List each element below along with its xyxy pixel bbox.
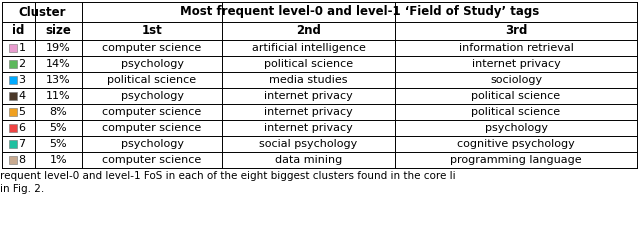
Text: political science: political science (472, 91, 561, 101)
Text: sociology: sociology (490, 75, 542, 85)
Text: psychology: psychology (484, 123, 547, 133)
Text: social psychology: social psychology (259, 139, 358, 149)
Text: 11%: 11% (46, 91, 71, 101)
Text: internet privacy: internet privacy (264, 107, 353, 117)
Text: 3: 3 (19, 75, 26, 85)
Text: cognitive psychology: cognitive psychology (457, 139, 575, 149)
Bar (9, 108, 17, 116)
Text: 5: 5 (19, 107, 26, 117)
Text: 8%: 8% (50, 107, 67, 117)
Bar (9, 92, 17, 100)
Text: 4: 4 (19, 91, 26, 101)
Bar (9, 60, 17, 68)
Text: 2: 2 (19, 59, 26, 69)
Text: Cluster: Cluster (19, 5, 66, 19)
Text: psychology: psychology (120, 59, 184, 69)
Bar (9, 140, 17, 148)
Text: internet privacy: internet privacy (264, 123, 353, 133)
Text: 1: 1 (19, 43, 26, 53)
Text: political science: political science (108, 75, 196, 85)
Text: in Fig. 2.: in Fig. 2. (0, 184, 44, 194)
Text: 8: 8 (19, 155, 26, 165)
Text: computer science: computer science (102, 107, 202, 117)
Text: media studies: media studies (269, 75, 348, 85)
Text: 3rd: 3rd (505, 25, 527, 38)
Text: size: size (45, 25, 72, 38)
Text: 19%: 19% (46, 43, 71, 53)
Text: computer science: computer science (102, 43, 202, 53)
Text: artificial intelligence: artificial intelligence (252, 43, 365, 53)
Text: Most frequent level-0 and level-1 ‘Field of Study’ tags: Most frequent level-0 and level-1 ‘Field… (180, 5, 539, 19)
Text: computer science: computer science (102, 123, 202, 133)
Bar (9, 124, 17, 132)
Text: 1st: 1st (141, 25, 163, 38)
Text: 5%: 5% (50, 139, 67, 149)
Text: 6: 6 (19, 123, 26, 133)
Text: 7: 7 (19, 139, 26, 149)
Text: internet privacy: internet privacy (264, 91, 353, 101)
Text: psychology: psychology (120, 91, 184, 101)
Text: 1%: 1% (50, 155, 67, 165)
Text: psychology: psychology (120, 139, 184, 149)
Text: data mining: data mining (275, 155, 342, 165)
Text: id: id (12, 25, 25, 38)
Text: information retrieval: information retrieval (459, 43, 573, 53)
Text: political science: political science (264, 59, 353, 69)
Text: internet privacy: internet privacy (472, 59, 561, 69)
Text: 14%: 14% (46, 59, 71, 69)
Text: political science: political science (472, 107, 561, 117)
Bar (9, 44, 17, 52)
Text: requent level-0 and level-1 FoS in each of the eight biggest clusters found in t: requent level-0 and level-1 FoS in each … (0, 171, 456, 181)
Text: 13%: 13% (46, 75, 71, 85)
Bar (9, 76, 17, 84)
Bar (9, 156, 17, 164)
Text: programming language: programming language (450, 155, 582, 165)
Text: 2nd: 2nd (296, 25, 321, 38)
Text: computer science: computer science (102, 155, 202, 165)
Text: 5%: 5% (50, 123, 67, 133)
